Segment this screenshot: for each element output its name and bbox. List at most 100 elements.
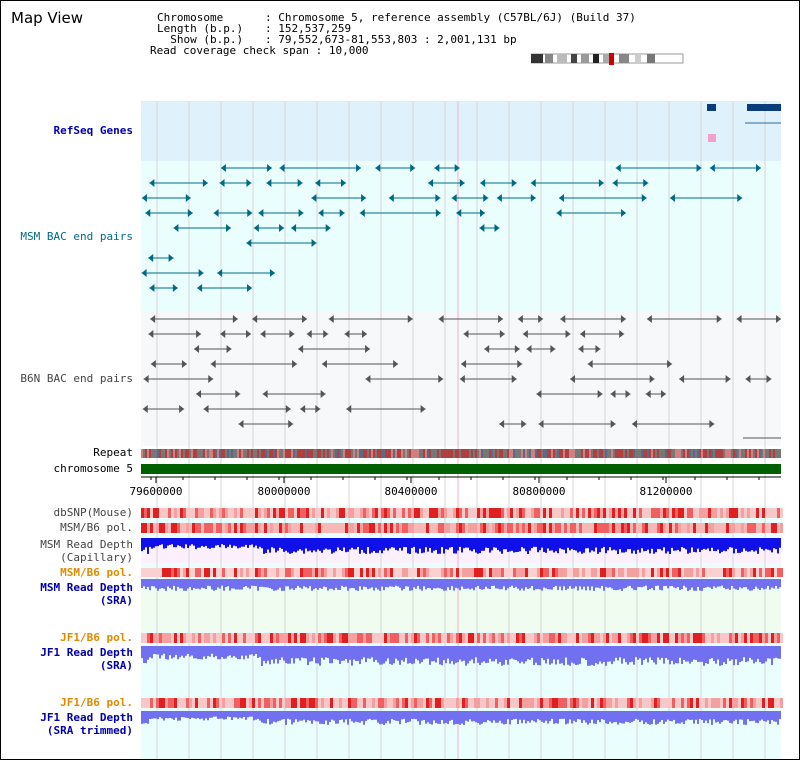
jf1-pol-strip (573, 633, 576, 643)
jf1-depth-trim-bar (251, 711, 253, 717)
msm-depth-sra-bar (615, 579, 617, 591)
jf1-pol-strip (738, 633, 741, 643)
jf1-depth-trim-bar (605, 711, 607, 724)
msm-depth-capillary-bar (643, 538, 645, 552)
repeat-segment (163, 449, 165, 458)
jf1-depth-sra-bar (759, 646, 761, 663)
jf1-depth-sra-bar (709, 646, 711, 660)
jf1-depth-trim-bar (321, 711, 323, 724)
jf1-depth-trim-bar (341, 711, 343, 720)
jf1-pol-strip (174, 633, 177, 643)
jf1-pol-strip-2 (591, 698, 594, 708)
jf1-pol-strip (678, 633, 681, 643)
msm-depth-sra-bar (565, 579, 567, 591)
repeat-segment (703, 449, 705, 458)
repeat-segment (229, 449, 231, 458)
jf1-depth-sra-bar (309, 646, 311, 662)
repeat-segment (773, 449, 775, 458)
msm-pol-strip (414, 523, 417, 533)
msm-pol-strip-2 (498, 568, 501, 577)
msm-depth-sra-bar (149, 579, 151, 591)
jf1-depth-sra-bar (571, 646, 573, 663)
dbsnp-strip (183, 508, 186, 518)
msm-depth-sra-bar (371, 579, 373, 588)
b6n-bac-pair-end (766, 375, 772, 383)
msm-depth-capillary-bar (269, 538, 271, 553)
jf1-depth-trim-bar (671, 711, 673, 722)
msm-depth-capillary-bar (625, 538, 627, 552)
msm-pol-strip (336, 523, 339, 533)
b6n-bac-pair-end (148, 330, 154, 338)
repeat-segment (521, 449, 523, 458)
length-key: Length (b.p.) (157, 22, 244, 35)
jf1-pol-strip (426, 633, 429, 643)
jf1-depth-sra-bar (353, 646, 355, 660)
jf1-depth-sra-bar (291, 646, 293, 659)
jf1-pol-strip-2 (189, 698, 192, 708)
msm-depth-capillary-bar (669, 538, 671, 554)
jf1-pol-strip (288, 633, 291, 643)
axis-tick-label: 81200000 (640, 485, 693, 498)
jf1-depth-trim-bar (227, 711, 229, 717)
jf1-depth-trim-bar (527, 711, 529, 722)
msm-depth-capillary-bar (739, 538, 741, 553)
jf1-pol-strip (225, 633, 228, 643)
msm-depth-capillary-bar (489, 538, 491, 553)
jf1-depth-trim-bar (619, 711, 621, 723)
repeat-segment (739, 449, 741, 458)
msm-pol-strip (612, 523, 615, 533)
msm-bac-pair-end (187, 209, 193, 217)
repeat-segment (185, 449, 187, 458)
msm-depth-sra-bar (537, 579, 539, 589)
msm-depth-sra-bar (341, 579, 343, 586)
msm-pol-strip-2 (546, 568, 549, 577)
dbsnp-strip (303, 508, 306, 518)
jf1-depth-sra-bar (627, 646, 629, 665)
msm-bac-pair-end (258, 209, 264, 217)
msm-depth-capillary-bar (595, 538, 597, 548)
jf1-pol-strip (393, 633, 396, 643)
jf1-pol-strip-2 (450, 698, 453, 708)
msm-depth-capillary-bar (553, 538, 555, 553)
msm-pol-strip-2 (285, 568, 288, 577)
msm-depth-capillary-bar (513, 538, 515, 553)
repeat-segment (339, 449, 341, 458)
msm-pol-strip (153, 523, 156, 533)
jf1-pol-strip-2 (303, 698, 306, 708)
msm-pol-strip (150, 523, 153, 533)
repeat-segment (183, 449, 185, 458)
msm-depth-capillary-bar (355, 538, 357, 550)
jf1-pol-strip-2 (252, 698, 255, 708)
jf1-depth-sra-bar (387, 646, 389, 659)
dbsnp-strip (603, 508, 606, 518)
msm-depth-capillary-bar (325, 538, 327, 549)
msm-depth-sra-bar (703, 579, 705, 588)
jf1-depth-trim-bar (649, 711, 651, 725)
msm-depth-capillary-bar (445, 538, 447, 550)
jf1-depth-trim-bar (255, 711, 257, 720)
jf1-pol-strip-2 (543, 698, 546, 708)
msm-bac-pair-end (612, 179, 618, 187)
msm-pol-strip (483, 523, 486, 533)
jf1-depth-trim-bar (467, 711, 469, 722)
jf1-pol-strip-2 (237, 698, 240, 708)
jf1-depth-trim-bar (523, 711, 525, 720)
jf1-pol-strip (270, 633, 273, 643)
jf1-pol-strip (387, 633, 390, 643)
jf1-depth-sra-bar (241, 646, 243, 656)
jf1-pol-strip-2 (231, 698, 234, 708)
msm-pol-strip (600, 523, 603, 533)
jf1-pol-strip-2 (288, 698, 291, 708)
chromosome-ideogram[interactable] (531, 53, 686, 65)
jf1-depth-trim-bar (361, 711, 363, 722)
msm-depth-capillary-bar (613, 538, 615, 550)
jf1-pol-strip-2 (579, 698, 582, 708)
msm-depth-sra-bar (327, 579, 329, 591)
jf1-pol-strip-2 (489, 698, 492, 708)
jf1-pol-strip (336, 633, 339, 643)
msm-depth-capillary-bar (759, 538, 761, 548)
msm-pol-strip-2 (612, 568, 615, 577)
jf1-depth-sra-bar (653, 646, 655, 663)
jf1-pol-strip (384, 633, 387, 643)
